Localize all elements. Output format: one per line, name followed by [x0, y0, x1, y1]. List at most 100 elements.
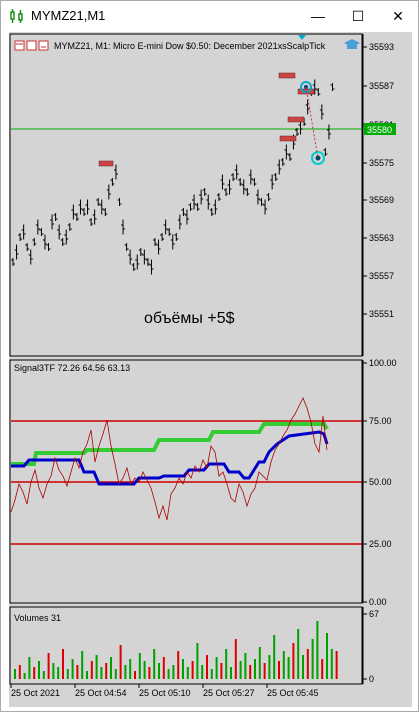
volume-bar — [292, 643, 295, 679]
volume-bar — [263, 663, 266, 679]
volume-bar — [311, 639, 314, 679]
volume-bar — [302, 655, 304, 679]
indicator-tick-label: 100.00 — [369, 358, 397, 368]
volume-bar — [249, 665, 252, 679]
volumes-header: Volumes 31 — [14, 613, 61, 623]
volume-bar — [62, 649, 64, 679]
volume-bar — [81, 651, 84, 679]
volume-annotation: объёмы +5$ — [144, 310, 235, 327]
volume-bar — [254, 659, 256, 679]
volume-bar — [239, 661, 242, 679]
volume-tick-max: 67 — [369, 609, 379, 619]
volume-bar — [177, 651, 180, 679]
volume-bar — [335, 651, 338, 679]
volume-bar — [268, 655, 271, 679]
volume-bar — [191, 661, 194, 679]
volume-bar — [119, 645, 122, 679]
volume-bar — [129, 659, 132, 679]
indicator-tick-label: 0.00 — [369, 597, 387, 607]
volume-bar — [114, 669, 117, 679]
volume-bar — [105, 663, 108, 679]
volume-bar — [76, 665, 79, 679]
price-tick-label: 35551 — [369, 309, 394, 319]
volumes-pane[interactable]: Volumes 31 — [9, 606, 363, 685]
volume-bar — [220, 663, 223, 679]
volume-bar — [210, 669, 213, 679]
shift-marker-icon[interactable] — [298, 35, 306, 40]
volume-bar — [172, 665, 175, 679]
chart-header: MYMZ21, M1: Micro E-mini Dow $0.50: Dece… — [54, 41, 326, 51]
volume-bar — [330, 649, 333, 679]
volume-bar — [33, 667, 36, 679]
volume-bar — [47, 653, 50, 679]
volume-bar — [282, 651, 285, 679]
volume-bar — [278, 661, 280, 679]
indicator-tick-label: 50.00 — [369, 477, 392, 487]
minimize-button[interactable]: — — [311, 8, 325, 24]
volumes-axis: 67 0 — [362, 607, 379, 684]
volume-bar — [297, 629, 300, 679]
volume-bar — [95, 655, 98, 679]
chart-area[interactable]: MYMZ21, M1: Micro E-mini Dow $0.50: Dece… — [9, 32, 412, 707]
maximize-button[interactable]: ☐ — [351, 7, 365, 24]
indicator-pane[interactable]: Signal3TF 72.26 64.56 63.13 — [9, 359, 363, 604]
indicator-tick-label: 25.00 — [369, 539, 392, 549]
volume-bar — [182, 659, 184, 679]
price-tick-label: 35563 — [369, 233, 394, 243]
volume-bar — [306, 649, 309, 679]
volume-bar — [158, 663, 160, 679]
time-label: 25 Oct 2021 — [11, 688, 60, 698]
price-tick-label: 35593 — [369, 42, 394, 52]
volume-bar — [234, 639, 237, 679]
volume-bar — [225, 649, 228, 679]
main-price-pane[interactable]: MYMZ21, M1: Micro E-mini Dow $0.50: Dece… — [9, 33, 363, 357]
volume-bar — [66, 669, 69, 679]
volume-bar — [244, 653, 247, 679]
volume-bar — [42, 671, 45, 679]
volume-bar — [316, 621, 319, 679]
time-label: 25 Oct 05:27 — [203, 688, 255, 698]
volume-bar — [57, 667, 60, 679]
volume-bar — [196, 643, 199, 679]
volume-bar — [321, 659, 324, 679]
volume-bar — [124, 665, 127, 679]
window-title: MYMZ21,M1 — [31, 8, 106, 23]
fast-signal-line — [11, 430, 329, 486]
volume-bar — [206, 655, 208, 679]
price-tick-label: 35557 — [369, 271, 394, 281]
title-bar[interactable]: MYMZ21,M1 — ☐ ✕ — [1, 1, 418, 31]
price-tick-label: 35587 — [369, 81, 394, 91]
volume-bar — [18, 665, 21, 679]
volume-bar — [38, 661, 40, 679]
indicator-header: Signal3TF 72.26 64.56 63.13 — [14, 363, 130, 373]
indicator-axis: 100.00 75.00 50.00 25.00 0.00 — [362, 358, 397, 607]
slow-signal-line — [11, 422, 329, 466]
graduation-cap-icon[interactable] — [344, 39, 360, 49]
volume-bar — [86, 671, 88, 679]
volume-bar — [326, 633, 328, 679]
raw-signal-line — [10, 397, 328, 521]
volume-bar — [14, 669, 16, 679]
volume-bar — [201, 665, 204, 679]
volume-bar — [134, 671, 136, 679]
chart-header-icons[interactable] — [14, 40, 49, 51]
price-tick-label: 35569 — [369, 195, 394, 205]
volume-bar — [23, 673, 26, 679]
time-label: 25 Oct 04:54 — [75, 688, 127, 698]
volume-bar — [148, 667, 151, 679]
volume-bar — [186, 667, 189, 679]
price-tick-label: 35575 — [369, 158, 394, 168]
volume-bar — [162, 657, 165, 679]
chart-candles-icon — [10, 9, 23, 23]
volume-bar — [28, 657, 31, 679]
volume-bar — [258, 647, 261, 679]
current-price-label: 35580 — [367, 125, 392, 135]
close-button[interactable]: ✕ — [392, 7, 404, 24]
volume-bar — [215, 657, 218, 679]
volume-bar — [153, 649, 156, 679]
volume-bars — [14, 621, 338, 679]
volume-bar — [90, 661, 93, 679]
volume-bar — [71, 659, 74, 679]
time-label: 25 Oct 05:45 — [267, 688, 319, 698]
